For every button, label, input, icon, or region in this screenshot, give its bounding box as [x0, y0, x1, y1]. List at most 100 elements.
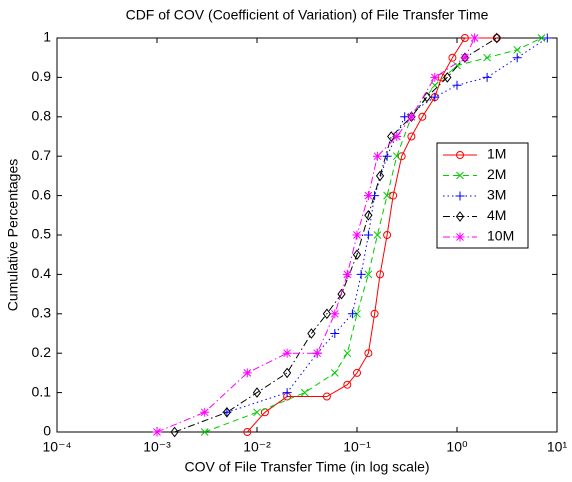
- marker: [200, 428, 209, 436]
- marker: [430, 72, 440, 82]
- marker: [373, 231, 382, 239]
- marker: [456, 151, 464, 159]
- marker: [455, 191, 465, 201]
- marker: [389, 191, 398, 200]
- y-tick-label: 1: [43, 29, 51, 45]
- x-axis-label: COV of File Transfer Time (in log scale): [184, 459, 429, 475]
- x-tick-label: 10⁻¹: [343, 439, 371, 455]
- legend-label: 2M: [487, 166, 506, 182]
- y-axis-label: Cumulative Percentages: [5, 159, 21, 312]
- marker: [407, 132, 416, 141]
- x-tick-label: 10⁻²: [243, 439, 271, 455]
- marker: [242, 368, 252, 378]
- y-tick-label: 0.6: [32, 186, 52, 202]
- marker: [330, 309, 340, 319]
- marker: [352, 230, 362, 240]
- x-tick-label: 10⁰: [446, 439, 468, 455]
- marker: [492, 32, 501, 44]
- y-tick-label: 0.9: [32, 68, 52, 84]
- marker: [356, 269, 366, 279]
- marker: [312, 348, 322, 358]
- marker: [282, 367, 292, 379]
- marker: [375, 170, 385, 182]
- marker: [406, 112, 416, 122]
- legend-label: 10M: [487, 228, 514, 244]
- marker: [300, 388, 309, 397]
- marker: [343, 349, 352, 358]
- marker: [460, 34, 469, 42]
- y-tick-label: 0.8: [32, 108, 52, 124]
- marker: [370, 309, 379, 318]
- x-tick-label: 10⁻⁴: [43, 439, 72, 455]
- chart-title: CDF of COV (Coefficient of Variation) of…: [126, 7, 489, 23]
- marker: [418, 112, 427, 121]
- marker: [152, 427, 162, 437]
- marker: [330, 329, 340, 338]
- marker: [383, 191, 391, 200]
- marker: [363, 191, 373, 201]
- marker: [372, 151, 382, 161]
- legend-label: 4M: [487, 207, 506, 223]
- marker: [376, 270, 385, 279]
- y-tick-label: 0.2: [32, 344, 52, 360]
- marker: [170, 426, 179, 438]
- marker: [455, 232, 465, 242]
- marker: [364, 209, 373, 221]
- marker: [452, 80, 462, 90]
- marker: [455, 211, 465, 222]
- marker: [542, 33, 552, 43]
- marker: [512, 53, 522, 63]
- marker: [322, 392, 331, 401]
- marker: [307, 328, 316, 339]
- marker: [397, 152, 406, 161]
- marker: [337, 288, 346, 300]
- marker: [382, 151, 392, 161]
- marker: [363, 230, 373, 240]
- marker: [347, 309, 357, 319]
- series-line: [204, 37, 542, 433]
- marker: [456, 171, 464, 180]
- marker: [282, 348, 292, 358]
- marker: [222, 406, 232, 418]
- y-tick-label: 0.7: [32, 147, 52, 163]
- legend-label: 1M: [487, 146, 506, 162]
- marker: [392, 132, 402, 141]
- marker: [322, 308, 332, 320]
- marker: [353, 309, 361, 318]
- marker: [364, 270, 373, 279]
- y-tick-label: 0.3: [32, 305, 52, 321]
- marker: [430, 92, 440, 102]
- marker: [200, 407, 210, 417]
- y-tick-label: 0: [43, 423, 51, 439]
- marker: [282, 388, 292, 398]
- marker: [483, 53, 491, 62]
- marker: [470, 33, 480, 43]
- marker: [513, 45, 522, 54]
- series-line: [246, 37, 497, 433]
- x-tick-label: 10¹: [547, 439, 568, 455]
- marker: [353, 368, 361, 377]
- marker: [387, 131, 396, 142]
- series-line: [174, 37, 498, 433]
- series-line: [156, 37, 476, 433]
- y-tick-label: 0.4: [32, 265, 52, 281]
- marker: [252, 387, 262, 398]
- marker: [537, 34, 546, 42]
- marker: [392, 152, 401, 161]
- legend-label: 3M: [487, 187, 506, 203]
- marker: [330, 369, 339, 377]
- x-tick-label: 10⁻³: [143, 439, 171, 455]
- marker: [243, 428, 252, 436]
- marker: [343, 380, 352, 389]
- marker: [352, 249, 362, 261]
- marker: [342, 269, 352, 279]
- y-tick-label: 0.1: [32, 383, 52, 399]
- marker: [482, 72, 492, 82]
- marker: [253, 408, 261, 417]
- marker: [448, 53, 457, 62]
- marker: [383, 231, 392, 239]
- marker: [364, 349, 373, 358]
- marker: [460, 53, 470, 63]
- y-tick-label: 0.5: [32, 226, 52, 242]
